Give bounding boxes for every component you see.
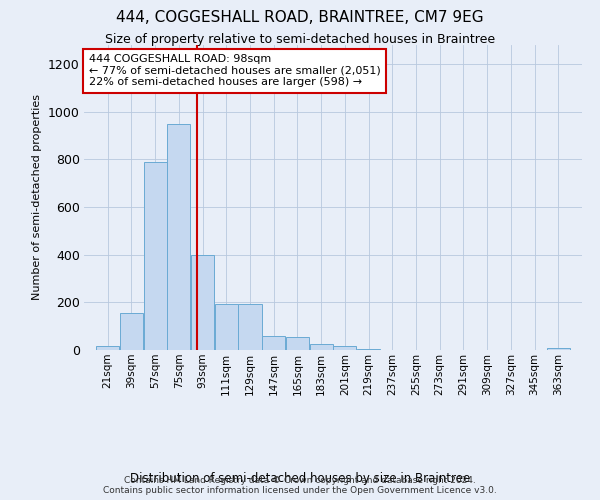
Text: 444, COGGESHALL ROAD, BRAINTREE, CM7 9EG: 444, COGGESHALL ROAD, BRAINTREE, CM7 9EG — [116, 10, 484, 25]
Bar — [215, 304, 238, 350]
Text: Size of property relative to semi-detached houses in Braintree: Size of property relative to semi-detach… — [105, 32, 495, 46]
Bar — [191, 254, 214, 350]
Bar — [167, 124, 190, 350]
Bar — [286, 337, 309, 350]
Bar — [96, 346, 119, 350]
Text: Contains HM Land Registry data © Crown copyright and database right 2024.
Contai: Contains HM Land Registry data © Crown c… — [103, 476, 497, 495]
Bar — [547, 348, 570, 350]
Bar — [310, 344, 332, 350]
Bar — [120, 313, 143, 350]
Bar — [143, 162, 167, 350]
Bar — [238, 304, 262, 350]
Bar — [262, 336, 285, 350]
Text: Distribution of semi-detached houses by size in Braintree: Distribution of semi-detached houses by … — [130, 472, 470, 485]
Text: 444 COGGESHALL ROAD: 98sqm
← 77% of semi-detached houses are smaller (2,051)
22%: 444 COGGESHALL ROAD: 98sqm ← 77% of semi… — [89, 54, 381, 88]
Bar — [357, 349, 380, 350]
Y-axis label: Number of semi-detached properties: Number of semi-detached properties — [32, 94, 43, 300]
Bar — [334, 346, 356, 350]
